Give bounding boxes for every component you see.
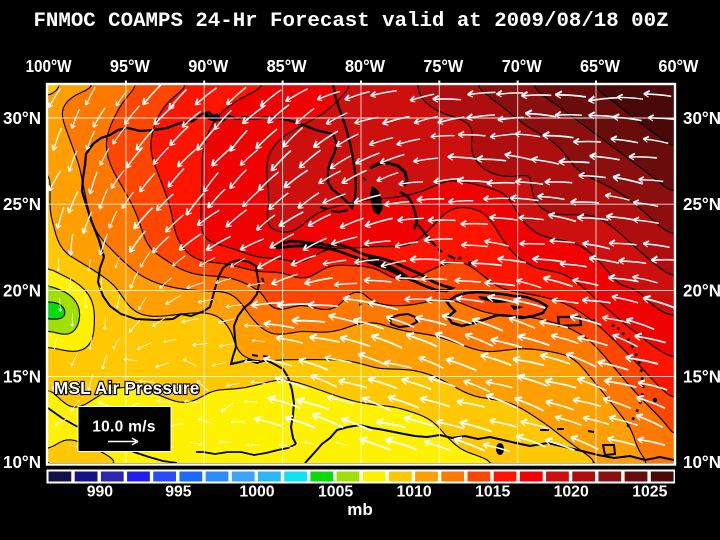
svg-text:15°N: 15°N	[683, 367, 720, 387]
svg-text:25°N: 25°N	[683, 194, 720, 214]
svg-text:65°W: 65°W	[580, 56, 620, 76]
svg-text:MSL Air Pressure: MSL Air Pressure	[54, 378, 200, 398]
svg-text:995: 995	[165, 484, 192, 501]
svg-text:60°W: 60°W	[658, 56, 698, 76]
svg-text:70°W: 70°W	[502, 56, 542, 76]
svg-text:1025: 1025	[632, 484, 667, 501]
svg-text:10°N: 10°N	[3, 452, 41, 472]
svg-text:95°W: 95°W	[110, 56, 150, 76]
svg-text:15°N: 15°N	[3, 367, 41, 387]
svg-text:80°W: 80°W	[345, 56, 385, 76]
svg-text:25°N: 25°N	[3, 194, 41, 214]
svg-text:75°W: 75°W	[423, 56, 463, 76]
svg-text:1015: 1015	[475, 484, 510, 501]
svg-text:20°N: 20°N	[3, 280, 41, 300]
svg-text:30°N: 30°N	[3, 108, 41, 128]
svg-text:100°W: 100°W	[26, 56, 72, 76]
svg-text:30°N: 30°N	[683, 108, 720, 128]
svg-text:20°N: 20°N	[683, 280, 720, 300]
svg-text:1000: 1000	[239, 484, 274, 501]
svg-text:990: 990	[87, 484, 114, 501]
svg-text:1020: 1020	[554, 484, 589, 501]
svg-text:mb: mb	[347, 500, 373, 519]
svg-text:10°N: 10°N	[683, 452, 720, 472]
svg-text:85°W: 85°W	[267, 56, 307, 76]
svg-text:10.0 m/s: 10.0 m/s	[92, 419, 156, 436]
svg-text:90°W: 90°W	[188, 56, 228, 76]
svg-text:1005: 1005	[318, 484, 353, 501]
svg-text:FNMOC COAMPS 24-Hr Forecast va: FNMOC COAMPS 24-Hr Forecast valid at 200…	[33, 10, 668, 33]
svg-text:1010: 1010	[397, 484, 432, 501]
